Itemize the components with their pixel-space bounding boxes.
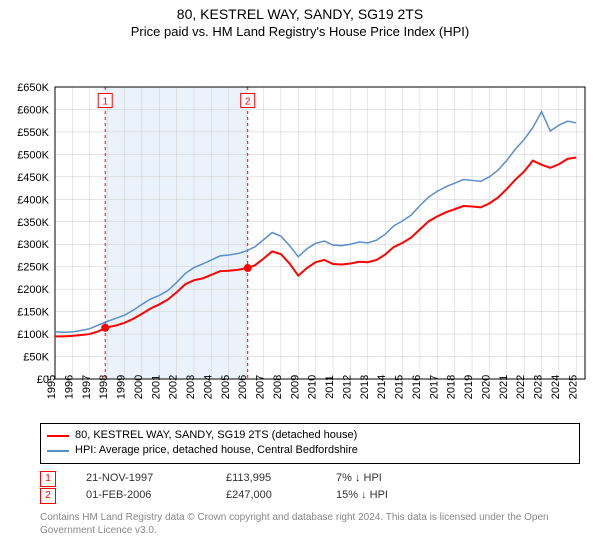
svg-text:2010: 2010 [307, 375, 319, 399]
marker-price: £113,995 [226, 470, 306, 488]
marker-row: 1 21-NOV-1997 £113,995 7% ↓ HPI [40, 470, 580, 488]
marker-row: 2 01-FEB-2006 £247,000 15% ↓ HPI [40, 487, 580, 505]
legend-item: 80, KESTREL WAY, SANDY, SG19 2TS (detach… [47, 428, 573, 443]
legend: 80, KESTREL WAY, SANDY, SG19 2TS (detach… [40, 423, 580, 464]
svg-text:2009: 2009 [289, 375, 301, 399]
marker-badge: 1 [40, 471, 56, 487]
svg-text:2019: 2019 [463, 375, 475, 399]
svg-text:2023: 2023 [533, 375, 545, 399]
svg-text:2006: 2006 [237, 375, 249, 399]
price-chart: £0£50K£100K£150K£200K£250K£300K£350K£400… [0, 39, 600, 419]
svg-text:£350K: £350K [17, 217, 49, 229]
svg-text:£600K: £600K [17, 104, 49, 116]
svg-text:2024: 2024 [550, 375, 562, 399]
svg-text:2005: 2005 [220, 375, 232, 399]
legend-label: 80, KESTREL WAY, SANDY, SG19 2TS (detach… [75, 428, 357, 443]
page-title: 80, KESTREL WAY, SANDY, SG19 2TS [0, 0, 600, 22]
svg-text:1999: 1999 [116, 375, 128, 399]
svg-text:1997: 1997 [81, 375, 93, 399]
svg-text:2002: 2002 [168, 375, 180, 399]
svg-text:1998: 1998 [98, 375, 110, 399]
svg-text:£400K: £400K [17, 194, 49, 206]
attribution: Contains HM Land Registry data © Crown c… [40, 511, 580, 537]
svg-text:£550K: £550K [17, 127, 49, 139]
svg-text:1995: 1995 [46, 375, 58, 399]
svg-text:2007: 2007 [255, 375, 267, 399]
svg-text:2015: 2015 [394, 375, 406, 399]
svg-text:£150K: £150K [17, 307, 49, 319]
svg-text:2021: 2021 [498, 375, 510, 399]
svg-text:2008: 2008 [272, 375, 284, 399]
svg-text:£650K: £650K [17, 82, 49, 94]
marker-badge: 2 [40, 488, 56, 504]
svg-text:1996: 1996 [63, 375, 75, 399]
svg-text:2020: 2020 [480, 375, 492, 399]
svg-text:£450K: £450K [17, 172, 49, 184]
svg-text:£300K: £300K [17, 239, 49, 251]
marker-date: 01-FEB-2006 [86, 487, 196, 505]
marker-price: £247,000 [226, 487, 306, 505]
marker-pct: 7% ↓ HPI [336, 470, 436, 488]
svg-text:2004: 2004 [202, 375, 214, 399]
svg-text:2000: 2000 [133, 375, 145, 399]
page-subtitle: Price paid vs. HM Land Registry's House … [0, 22, 600, 39]
svg-text:£50K: £50K [23, 352, 49, 364]
svg-text:1: 1 [102, 96, 108, 107]
legend-swatch [47, 435, 69, 437]
svg-text:2014: 2014 [376, 375, 388, 399]
svg-text:2: 2 [245, 96, 251, 107]
svg-text:2018: 2018 [446, 375, 458, 399]
svg-text:2025: 2025 [567, 375, 579, 399]
legend-swatch [47, 450, 69, 452]
svg-text:£250K: £250K [17, 262, 49, 274]
svg-text:2016: 2016 [411, 375, 423, 399]
marker-pct: 15% ↓ HPI [336, 487, 436, 505]
legend-item: HPI: Average price, detached house, Cent… [47, 443, 573, 458]
legend-label: HPI: Average price, detached house, Cent… [75, 443, 358, 458]
svg-text:£500K: £500K [17, 149, 49, 161]
svg-text:2013: 2013 [359, 375, 371, 399]
svg-text:2017: 2017 [428, 375, 440, 399]
svg-text:£100K: £100K [17, 329, 49, 341]
svg-text:£200K: £200K [17, 284, 49, 296]
svg-text:2012: 2012 [341, 375, 353, 399]
svg-text:2001: 2001 [150, 375, 162, 399]
svg-text:2003: 2003 [185, 375, 197, 399]
marker-table: 1 21-NOV-1997 £113,995 7% ↓ HPI 2 01-FEB… [40, 470, 580, 505]
svg-text:2022: 2022 [515, 375, 527, 399]
marker-date: 21-NOV-1997 [86, 470, 196, 488]
